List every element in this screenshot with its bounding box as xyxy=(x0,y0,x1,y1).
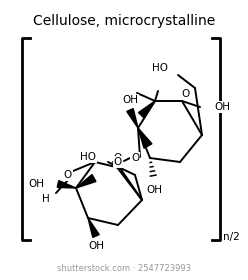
Text: OH: OH xyxy=(122,95,138,105)
Text: HO: HO xyxy=(80,152,96,162)
Text: O: O xyxy=(114,157,122,167)
Text: OH: OH xyxy=(214,102,230,112)
Text: O: O xyxy=(182,89,190,99)
Polygon shape xyxy=(127,109,138,128)
Polygon shape xyxy=(57,181,76,188)
Text: shutterstock.com · 2547723993: shutterstock.com · 2547723993 xyxy=(57,264,191,273)
Polygon shape xyxy=(138,128,152,148)
Text: O: O xyxy=(114,153,122,163)
Text: HO: HO xyxy=(152,63,168,73)
Text: Cellulose, microcrystalline: Cellulose, microcrystalline xyxy=(33,14,215,28)
Polygon shape xyxy=(139,101,155,118)
Polygon shape xyxy=(76,174,96,188)
Text: H: H xyxy=(42,194,50,204)
Text: n/2: n/2 xyxy=(223,232,240,242)
Polygon shape xyxy=(88,218,99,237)
Text: OH: OH xyxy=(146,185,162,195)
Text: O: O xyxy=(64,170,72,180)
Text: OH: OH xyxy=(28,179,44,189)
Text: O: O xyxy=(131,153,139,163)
Text: OH: OH xyxy=(88,241,104,251)
